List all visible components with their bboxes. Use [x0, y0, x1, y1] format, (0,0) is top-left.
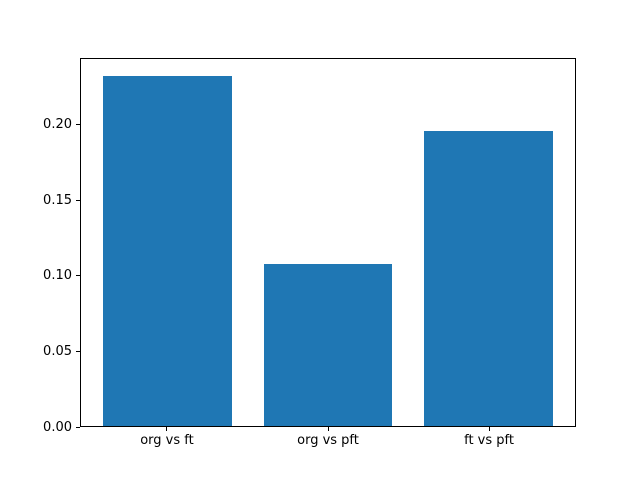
y-tick-mark: [76, 124, 80, 126]
bar-org-vs-ft: [103, 75, 232, 427]
y-tick-label: 0.20: [43, 117, 72, 133]
y-tick-label: 0.00: [43, 419, 72, 435]
x-tick-label: org vs pft: [297, 433, 359, 449]
y-tick-mark: [76, 199, 80, 201]
y-tick-mark: [76, 351, 80, 353]
bar-org-vs-pft: [263, 263, 393, 427]
y-tick-label: 0.15: [43, 192, 72, 208]
bars-layer: [81, 59, 575, 427]
y-tick-mark: [76, 275, 80, 277]
y-tick-label: 0.10: [43, 268, 72, 284]
x-tick-mark: [488, 427, 490, 432]
x-tick-label: ft vs pft: [464, 433, 514, 449]
bar-ft-vs-pft: [424, 131, 553, 427]
y-tick-label: 0.05: [43, 344, 72, 360]
x-tick-mark: [327, 427, 329, 432]
plot-area: [80, 57, 576, 428]
x-tick-mark: [166, 427, 168, 432]
x-tick-label: org vs ft: [140, 433, 194, 449]
y-tick-mark: [76, 426, 80, 428]
